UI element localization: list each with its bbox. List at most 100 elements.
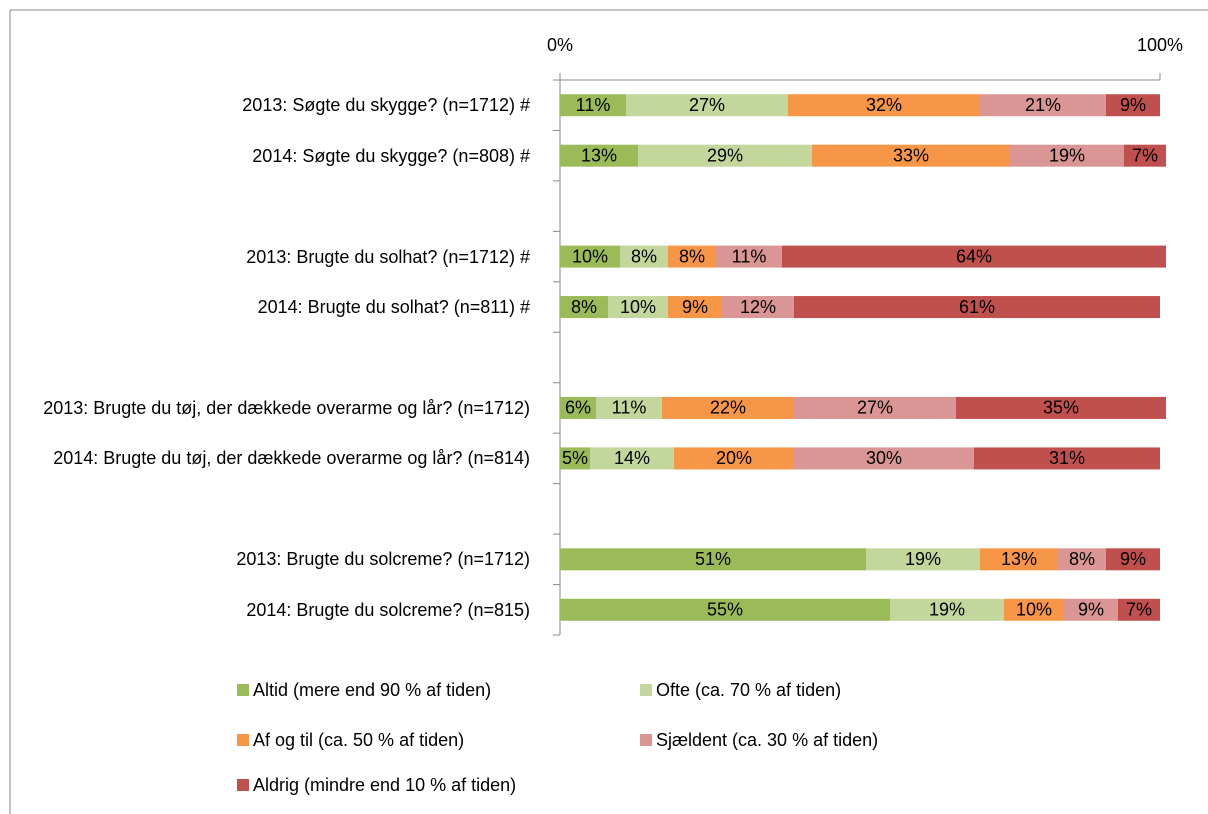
- legend-label: Sjældent (ca. 30 % af tiden): [656, 730, 878, 750]
- data-label: 11%: [732, 246, 767, 266]
- legend-swatch: [640, 684, 652, 696]
- data-label: 11%: [576, 95, 611, 115]
- data-label: 5%: [562, 448, 588, 468]
- data-label: 19%: [905, 549, 941, 569]
- bar-segment: [1106, 548, 1160, 571]
- bar-segment: [722, 296, 794, 319]
- data-label: 7%: [1132, 145, 1158, 165]
- bar-segment: [560, 396, 596, 419]
- bar-segment: [1010, 144, 1124, 167]
- legend-swatch: [237, 684, 249, 696]
- data-label: 7%: [1126, 600, 1152, 620]
- bar-segment: [1124, 144, 1166, 167]
- data-label: 33%: [893, 145, 929, 165]
- y-tick-label: 2013: Brugte du solhat? (n=1712) #: [246, 246, 530, 267]
- bar-segment: [560, 548, 866, 571]
- bar-segment: [866, 548, 980, 571]
- y-tick-label: 2014: Brugte du solhat? (n=811) #: [257, 297, 530, 318]
- bar-segment: [974, 447, 1160, 470]
- y-tick-label: 2013: Søgte du skygge? (n=1712) #: [242, 95, 530, 116]
- bar-segment: [812, 144, 1010, 167]
- x-tick-label: 100%: [1137, 35, 1183, 55]
- bar-segment: [668, 245, 716, 268]
- bar-segment: [590, 447, 674, 470]
- data-label: 8%: [1069, 549, 1095, 569]
- bar-segment: [560, 447, 590, 470]
- bar-segment: [626, 94, 788, 117]
- data-label: 64%: [956, 246, 992, 266]
- bar-segment: [608, 296, 668, 319]
- data-label: 19%: [1049, 145, 1085, 165]
- bar-segment: [1004, 598, 1064, 621]
- data-label: 30%: [866, 448, 902, 468]
- data-label: 22%: [710, 398, 746, 418]
- legend-label: Altid (mere end 90 % af tiden): [253, 680, 491, 700]
- bar-segment: [956, 396, 1166, 419]
- bar-segment: [794, 296, 1160, 319]
- bar-segment: [560, 296, 608, 319]
- data-label: 32%: [866, 95, 902, 115]
- bar-segment: [980, 548, 1058, 571]
- x-tick-label: 0%: [547, 35, 573, 55]
- legend-label: Af og til (ca. 50 % af tiden): [253, 730, 464, 750]
- data-label: 27%: [857, 398, 893, 418]
- legend-swatch: [237, 734, 249, 746]
- data-label: 13%: [1001, 549, 1037, 569]
- data-label: 31%: [1049, 448, 1085, 468]
- data-label: 9%: [1078, 600, 1104, 620]
- bar-segment: [794, 447, 974, 470]
- bar-segment: [1064, 598, 1118, 621]
- bar-segment: [560, 245, 620, 268]
- bar-segment: [620, 245, 668, 268]
- data-label: 55%: [707, 600, 743, 620]
- bar-segment: [662, 396, 794, 419]
- legend-swatch: [237, 779, 249, 791]
- bar-segment: [794, 396, 956, 419]
- data-label: 27%: [689, 95, 725, 115]
- bar-segment: [560, 94, 626, 117]
- y-tick-label: 2014: Brugte du tøj, der dækkede overarm…: [53, 448, 530, 469]
- bar-segment: [596, 396, 662, 419]
- bar-segment: [980, 94, 1106, 117]
- y-tick-label: 2013: Brugte du solcreme? (n=1712): [236, 549, 530, 570]
- data-label: 21%: [1025, 95, 1061, 115]
- legend-label: Ofte (ca. 70 % af tiden): [656, 680, 841, 700]
- bar-segment: [1106, 94, 1160, 117]
- legend-label: Aldrig (mindre end 10 % af tiden): [253, 775, 516, 795]
- data-label: 9%: [682, 297, 708, 317]
- data-label: 35%: [1043, 398, 1079, 418]
- bar-segment: [1058, 548, 1106, 571]
- data-label: 13%: [581, 145, 617, 165]
- bar-segment: [638, 144, 812, 167]
- data-label: 10%: [620, 297, 656, 317]
- data-label: 11%: [612, 398, 647, 418]
- data-label: 51%: [695, 549, 731, 569]
- data-label: 14%: [614, 448, 650, 468]
- bar-segment: [782, 245, 1166, 268]
- data-label: 8%: [631, 246, 657, 266]
- data-label: 8%: [571, 297, 597, 317]
- bar-segment: [890, 598, 1004, 621]
- bar-segment: [560, 598, 890, 621]
- data-label: 19%: [929, 600, 965, 620]
- data-label: 8%: [679, 246, 705, 266]
- bar-segment: [716, 245, 782, 268]
- y-tick-label: 2014: Søgte du skygge? (n=808) #: [252, 145, 530, 166]
- data-label: 61%: [959, 297, 995, 317]
- bar-segment: [788, 94, 980, 117]
- data-label: 10%: [572, 246, 608, 266]
- data-label: 12%: [740, 297, 776, 317]
- bar-segment: [560, 144, 638, 167]
- data-label: 29%: [707, 145, 743, 165]
- data-label: 10%: [1016, 600, 1052, 620]
- bar-segment: [674, 447, 794, 470]
- bar-segment: [1118, 598, 1160, 621]
- y-tick-label: 2014: Brugte du solcreme? (n=815): [246, 599, 530, 620]
- data-label: 9%: [1120, 95, 1146, 115]
- bar-segment: [668, 296, 722, 319]
- data-label: 9%: [1120, 549, 1146, 569]
- data-label: 20%: [716, 448, 752, 468]
- data-label: 6%: [565, 398, 591, 418]
